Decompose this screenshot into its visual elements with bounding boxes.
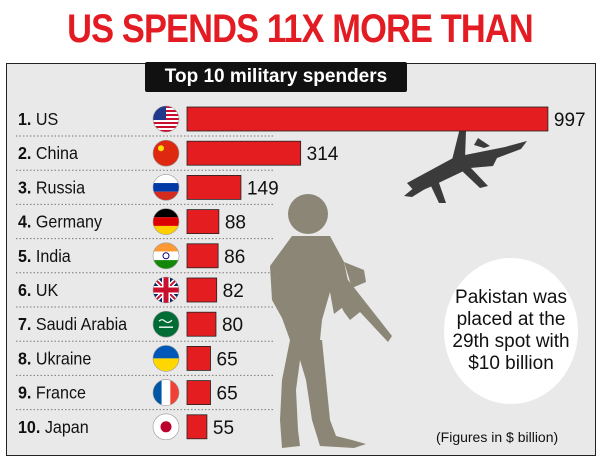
chart-subtitle: Top 10 military spenders [145,62,407,92]
bar [186,174,242,200]
category-label: 5. India [18,246,71,266]
bar [186,209,220,235]
chart-row: 6. UK 82 [16,276,275,308]
category-label: 10. Japan [18,417,89,437]
chart-row: 5. India 86 [16,242,275,274]
illustration [270,128,527,448]
category-label: 3. Russia [18,178,86,198]
germany-flag-icon [152,208,180,235]
chart-row: 7. Saudi Arabia 80 [16,310,275,342]
chart-row: 8. Ukraine 65 [16,345,275,376]
france-flag-icon [152,379,180,406]
bar [186,380,211,406]
value-label: 82 [223,281,244,302]
value-label: 65 [217,384,238,405]
value-label: 997 [554,110,586,131]
bar [186,106,549,132]
bar [186,277,218,303]
bar [186,311,217,337]
saudi-arabia-flag-icon [152,310,180,338]
fighter-jet-icon [404,128,527,203]
us-flag-icon [152,105,180,133]
china-flag-icon [152,139,180,167]
value-label: 80 [222,315,243,336]
value-label: 55 [213,418,234,439]
bar [186,414,208,440]
category-label: 1. US [18,109,58,129]
value-label: 314 [307,144,339,165]
category-label: 8. Ukraine [18,349,91,369]
units-footnote: (Figures in $ billion) [436,429,559,445]
bar-rows: 1. US 997 2. China 314 3. Russia 149 4. German… [16,105,586,441]
category-label: 2. China [18,144,79,164]
bar [186,140,302,166]
category-label: 7. Saudi Arabia [18,315,128,335]
category-label: 9. France [18,383,86,403]
russia-flag-icon [152,174,180,201]
value-label: 88 [225,213,246,234]
chart-row: 10. Japan 55 [18,413,234,441]
value-label: 86 [224,247,245,268]
india-flag-icon [152,242,180,270]
bar [186,345,211,371]
ukraine-flag-icon [152,345,180,372]
chart-row: 3. Russia 149 [16,174,279,205]
category-label: 6. UK [18,280,59,300]
pakistan-callout: Pakistan was placed at the 29th spot wit… [444,258,578,404]
callout-text: Pakistan was placed at the 29th spot wit… [452,287,570,374]
soldier-silhouette-icon [270,194,392,448]
japan-flag-icon [152,413,180,441]
uk-flag-icon [152,276,180,304]
value-label: 149 [247,178,279,199]
chart-row: 1. US 997 [16,105,586,137]
chart-row: 2. China 314 [16,139,339,171]
value-label: 65 [217,349,238,370]
category-label: 4. Germany [18,212,103,232]
bar [186,243,219,269]
chart-row: 4. Germany 88 [16,208,275,240]
chart-row: 9. France 65 [16,379,275,411]
